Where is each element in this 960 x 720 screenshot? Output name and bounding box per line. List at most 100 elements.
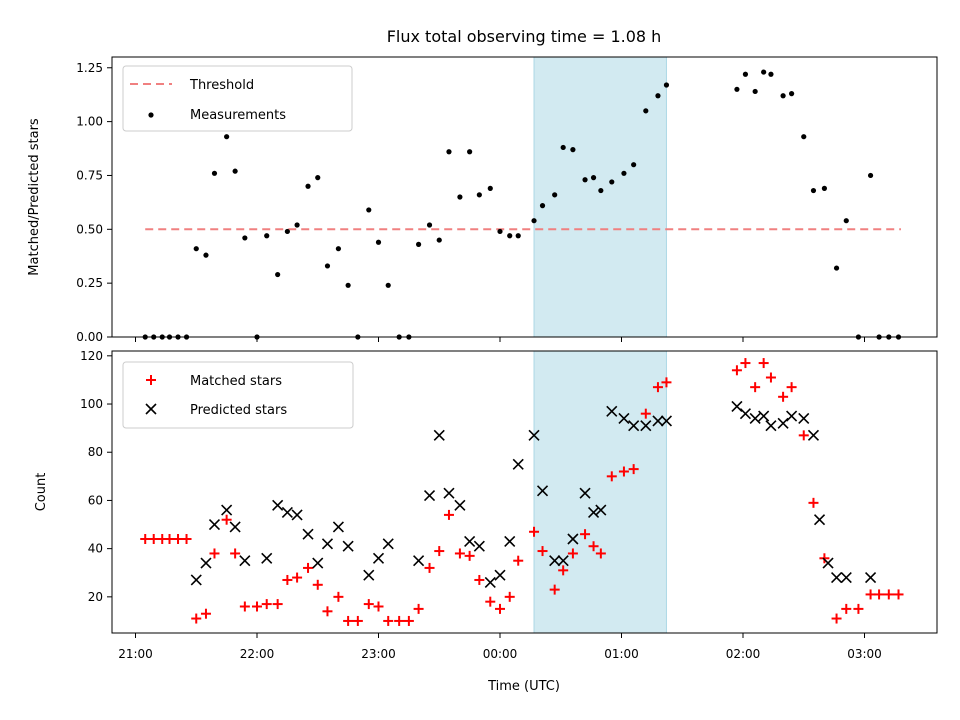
measurement-point: [426, 222, 433, 228]
measurement-point: [294, 222, 300, 228]
top-y-tick-label: 0.75: [76, 168, 103, 182]
measurement-point: [497, 228, 503, 235]
matched-star-marker: [443, 509, 454, 520]
predicted-star-marker: [640, 420, 652, 432]
measurement-point: [590, 175, 597, 181]
matched-star-marker: [272, 599, 283, 610]
measurement-point: [609, 179, 615, 185]
matched-star-marker: [363, 599, 374, 610]
measurement-point: [789, 91, 795, 97]
bottom-legend: Matched stars Predicted stars: [122, 361, 354, 429]
predicted-star-marker: [830, 571, 843, 584]
x-tick-label: 21:00: [118, 647, 153, 661]
chart-title: Flux total observing time = 1.08 h: [387, 27, 662, 46]
measurement-point: [193, 246, 199, 252]
matched-star-marker: [661, 377, 672, 388]
matched-star-marker: [454, 548, 465, 559]
x-tick-label: 00:00: [483, 647, 518, 661]
matched-star-marker: [740, 358, 751, 369]
matched-star-marker: [819, 553, 830, 564]
matched-star-marker: [513, 555, 524, 566]
predicted-star-marker: [342, 540, 354, 552]
top-panel: 0.00 0.25 0.50 0.75 1.00 1.25 Matched/Predict…: [27, 56, 938, 344]
measurement-point: [284, 228, 290, 235]
predicted-star-marker: [363, 569, 375, 581]
predicted-star-marker: [321, 538, 334, 550]
predicted-star-marker: [765, 420, 777, 432]
top-legend: Threshold Measurements: [122, 65, 353, 132]
predicted-star-marker: [423, 490, 436, 502]
matched-star-marker: [312, 579, 323, 590]
matched-star-marker: [786, 382, 797, 393]
matched-star-marker: [181, 534, 192, 544]
measurement-point: [655, 93, 661, 99]
predicted-star-marker: [652, 415, 664, 427]
predicted-star-marker: [758, 410, 770, 422]
legend-predicted-swatch: [145, 403, 157, 415]
measurement-point: [560, 144, 566, 151]
matched-star-marker: [239, 601, 250, 612]
matched-star-marker: [383, 615, 394, 626]
bottom-panel: 20 40 60 80 100 120 21:00 22:00 23:00 00:00 01:00…: [34, 349, 938, 694]
bottom-ylabel: Count: [34, 473, 49, 512]
matched-star-marker: [588, 541, 599, 552]
measurement-point: [203, 252, 209, 258]
legend-matched-swatch: [146, 375, 156, 385]
measurement-point: [663, 82, 670, 88]
measurement-point: [780, 93, 786, 99]
predicted-star-marker: [443, 487, 455, 499]
measurement-point: [631, 162, 637, 168]
predicted-star-marker: [777, 417, 789, 429]
matched-star-marker: [464, 550, 475, 561]
measurement-point: [467, 149, 473, 155]
x-axis-label: Time (UTC): [487, 679, 560, 694]
matched-star-marker: [230, 548, 241, 559]
x-tick-label: 22:00: [240, 647, 275, 661]
matched-star-marker: [808, 497, 819, 508]
matched-star-marker: [537, 546, 548, 557]
predicted-star-marker: [372, 552, 385, 564]
matched-star-marker: [750, 382, 761, 393]
matched-star-marker: [303, 562, 314, 573]
predicted-star-marker: [413, 555, 425, 567]
predicted-star-marker: [473, 540, 485, 552]
matched-star-marker: [580, 529, 591, 540]
matched-star-marker: [200, 608, 211, 619]
measurement-point: [570, 147, 576, 153]
matched-star-marker: [853, 603, 864, 614]
top-ylabel: Matched/Predicted stars: [27, 118, 42, 276]
measurement-point: [211, 170, 218, 176]
matched-star-marker: [841, 603, 852, 614]
measurement-point: [552, 192, 558, 198]
predicted-star-marker: [865, 571, 877, 584]
top-y-tick-label: 0.50: [76, 222, 103, 236]
predicted-star-marker: [200, 557, 212, 569]
predicted-star-marker: [587, 506, 600, 519]
legend-measurements-swatch: [148, 112, 154, 118]
predicted-star-marker: [536, 485, 549, 497]
bottom-y-tick-label: 20: [88, 590, 103, 604]
x-tick-label: 02:00: [726, 647, 761, 661]
matched-star-marker: [434, 546, 445, 557]
matched-star-marker: [758, 358, 769, 369]
measurement-point: [436, 237, 442, 243]
predicted-star-marker: [628, 420, 640, 432]
matched-star-marker: [874, 589, 885, 600]
matched-star-marker: [567, 548, 578, 559]
bottom-y-tick-label: 100: [80, 397, 103, 411]
matched-star-marker: [191, 613, 202, 624]
predicted-star-marker: [332, 521, 344, 533]
measurement-point: [232, 168, 238, 174]
predicted-star-marker: [579, 487, 591, 499]
top-plot-frame: [111, 56, 938, 338]
predicted-star-marker: [618, 412, 630, 425]
predicted-star-marker: [749, 412, 761, 425]
bottom-y-tick-label: 40: [88, 542, 103, 556]
predicted-star-marker: [822, 557, 834, 569]
predicted-star-marker: [512, 458, 524, 470]
matched-star-marker: [148, 534, 159, 544]
predicted-star-marker: [464, 535, 476, 547]
matched-star-marker: [640, 408, 651, 419]
measurement-point: [752, 88, 758, 95]
predicted-star-marker: [504, 535, 516, 547]
